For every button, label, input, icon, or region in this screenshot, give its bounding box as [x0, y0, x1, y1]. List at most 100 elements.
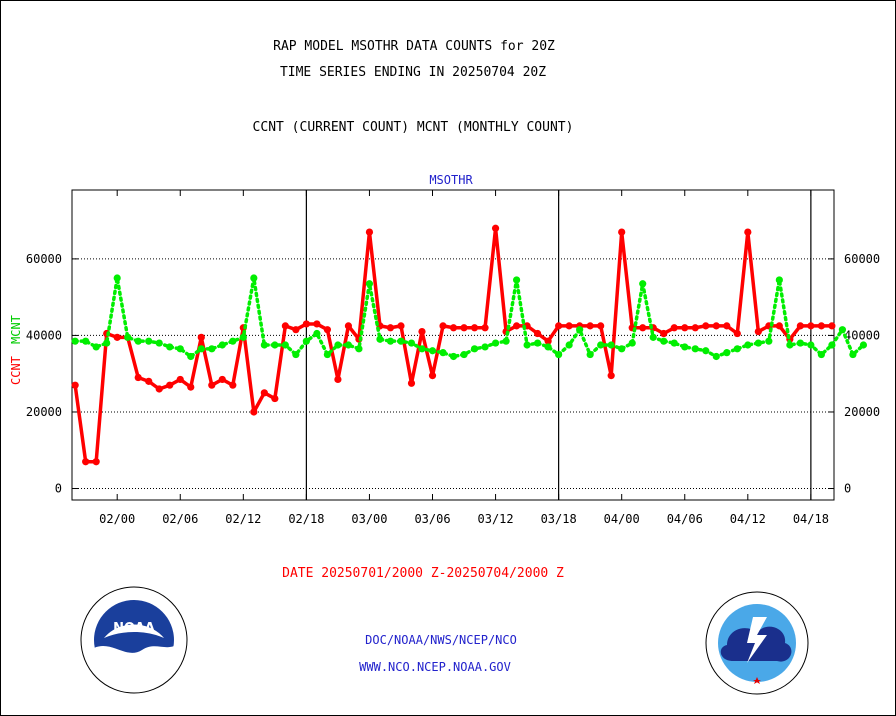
data-point-mcnt: [817, 350, 825, 359]
data-point-mcnt: [744, 341, 752, 349]
y-tick-label-right: 0: [844, 482, 851, 496]
data-point-mcnt: [397, 337, 405, 345]
data-point-mcnt: [765, 337, 773, 345]
data-point-ccnt: [229, 381, 237, 389]
data-point-ccnt: [807, 322, 815, 330]
data-point-mcnt: [134, 337, 142, 345]
data-point-mcnt: [271, 341, 279, 349]
x-tick-label: 03/06: [414, 512, 450, 526]
data-point-mcnt: [691, 345, 699, 353]
chart-subtitle: CCNT (CURRENT COUNT) MCNT (MONTHLY COUNT…: [252, 120, 574, 135]
data-point-ccnt: [197, 333, 205, 341]
data-point-mcnt: [544, 343, 552, 351]
data-point-mcnt: [807, 341, 815, 349]
y-axis-label-mcnt: MCNT: [9, 315, 23, 344]
data-point-ccnt: [323, 326, 332, 334]
x-tick-label: 02/18: [288, 512, 324, 526]
series-line-ccnt: [73, 226, 834, 464]
data-point-ccnt: [586, 322, 594, 330]
data-point-mcnt: [176, 345, 184, 353]
x-tick-label: 04/12: [730, 512, 766, 526]
x-tick-label: 03/00: [351, 512, 387, 526]
data-point-mcnt: [197, 345, 205, 353]
data-point-mcnt: [712, 352, 720, 361]
data-point-ccnt: [565, 322, 573, 330]
data-point-mcnt: [281, 341, 289, 349]
data-point-mcnt: [92, 343, 100, 351]
data-point-mcnt: [786, 341, 794, 349]
data-point-ccnt: [134, 373, 142, 382]
data-point-mcnt: [323, 350, 332, 359]
x-tick-label: 04/00: [604, 512, 640, 526]
data-point-ccnt: [660, 329, 668, 338]
data-point-ccnt: [334, 375, 342, 384]
data-point-ccnt: [281, 322, 289, 330]
plot-frame: [71, 189, 835, 501]
data-point-ccnt: [71, 381, 79, 389]
x-tick-label: 03/18: [541, 512, 577, 526]
y-axis-label-ccnt: CCNT: [9, 356, 23, 385]
data-point-mcnt: [597, 341, 605, 349]
data-point-mcnt: [260, 341, 268, 349]
data-point-mcnt: [124, 333, 132, 341]
data-point-ccnt: [555, 322, 563, 330]
data-point-ccnt: [271, 394, 279, 403]
data-point-mcnt: [292, 350, 300, 359]
data-point-mcnt: [481, 343, 489, 351]
data-point-ccnt: [534, 329, 542, 338]
data-point-ccnt: [744, 228, 752, 236]
noaa-logo: NOAA: [80, 586, 188, 694]
data-point-ccnt: [618, 228, 626, 236]
data-point-mcnt: [313, 329, 321, 338]
data-point-ccnt: [82, 458, 90, 466]
data-point-ccnt: [92, 458, 100, 466]
data-point-mcnt: [155, 339, 163, 347]
y-tick-label-right: 20000: [844, 405, 880, 419]
data-point-ccnt: [302, 320, 310, 328]
data-point-ccnt: [712, 322, 720, 330]
y-tick-label-right: 40000: [844, 328, 880, 342]
data-point-mcnt: [376, 335, 384, 343]
data-point-mcnt: [828, 341, 836, 349]
data-point-mcnt: [849, 350, 857, 359]
data-point-ccnt: [491, 224, 500, 232]
data-point-mcnt: [355, 345, 363, 353]
y-tick-label-left: 0: [55, 482, 62, 496]
data-point-ccnt: [460, 324, 468, 332]
data-point-mcnt: [334, 341, 342, 349]
data-point-ccnt: [470, 324, 479, 332]
data-point-ccnt: [449, 324, 458, 332]
data-point-ccnt: [187, 383, 195, 391]
data-point-ccnt: [796, 322, 804, 330]
x-tick-label: 02/00: [99, 512, 135, 526]
data-point-mcnt: [512, 276, 521, 284]
data-point-mcnt: [607, 341, 615, 349]
data-point-mcnt: [218, 341, 226, 349]
data-point-ccnt: [544, 337, 552, 345]
data-point-mcnt: [628, 339, 636, 347]
data-point-mcnt: [428, 347, 437, 355]
data-point-mcnt: [386, 337, 395, 345]
data-point-mcnt: [534, 339, 542, 347]
data-point-mcnt: [82, 337, 90, 345]
data-point-mcnt: [365, 280, 374, 288]
data-point-ccnt: [639, 324, 647, 332]
data-point-mcnt: [639, 280, 647, 288]
data-point-ccnt: [208, 381, 216, 389]
data-point-ccnt: [407, 379, 416, 387]
data-point-ccnt: [292, 326, 300, 334]
data-point-mcnt: [103, 339, 111, 347]
svg-text:NOAA: NOAA: [113, 621, 155, 636]
data-point-ccnt: [313, 320, 321, 328]
data-point-mcnt: [407, 339, 416, 347]
data-point-ccnt: [344, 322, 353, 330]
data-point-mcnt: [660, 337, 668, 345]
y-tick-label-left: 20000: [26, 405, 62, 419]
data-point-mcnt: [145, 337, 153, 345]
data-point-mcnt: [723, 349, 731, 357]
data-point-ccnt: [481, 324, 489, 332]
data-point-mcnt: [502, 337, 510, 345]
data-point-ccnt: [670, 324, 678, 332]
data-point-mcnt: [229, 337, 237, 345]
footer-org: DOC/NOAA/NWS/NCEP/NCO: [365, 633, 517, 647]
